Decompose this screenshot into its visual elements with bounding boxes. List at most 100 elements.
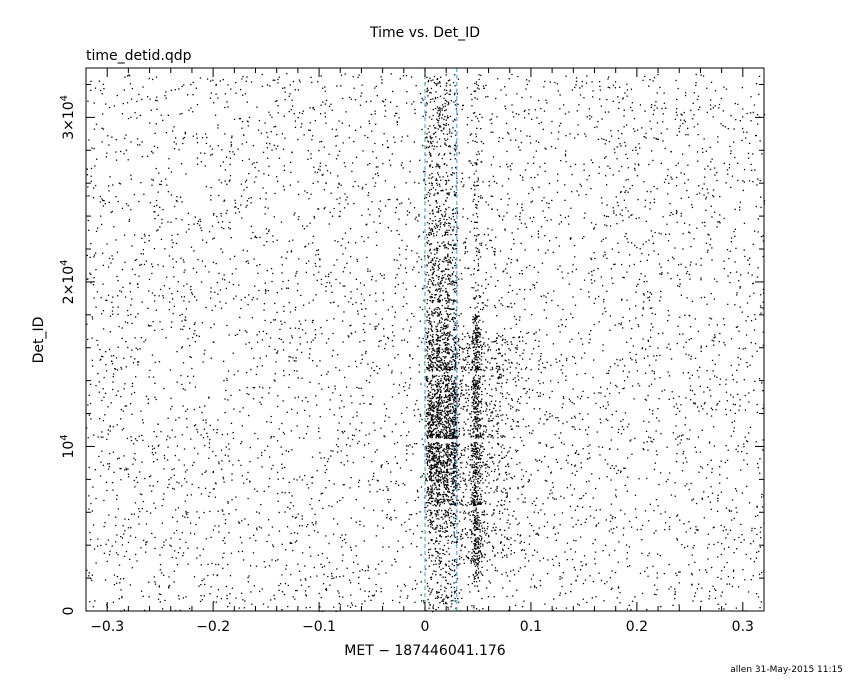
data-point: [461, 108, 463, 111]
data-point: [131, 245, 133, 247]
data-point: [186, 513, 188, 516]
data-point: [718, 354, 720, 356]
data-point: [504, 268, 507, 270]
data-point: [102, 199, 104, 202]
data-point: [555, 417, 557, 419]
data-point: [343, 464, 345, 466]
data-point: [154, 132, 156, 134]
data-point: [247, 304, 249, 306]
data-point: [653, 185, 655, 188]
data-point: [475, 508, 477, 511]
data-point: [718, 400, 721, 403]
data-point: [197, 220, 200, 222]
data-point: [381, 275, 383, 277]
data-point: [183, 464, 185, 466]
data-point: [305, 607, 307, 609]
data-point: [360, 387, 362, 389]
data-point: [583, 279, 586, 281]
data-point: [537, 236, 540, 238]
data-point: [555, 358, 557, 360]
data-point: [163, 541, 165, 543]
data-point: [481, 513, 483, 516]
data-point: [729, 145, 731, 148]
data-point: [318, 383, 320, 385]
data-point: [411, 250, 413, 252]
data-point: [748, 392, 750, 394]
data-point: [229, 179, 231, 181]
data-point: [319, 265, 321, 268]
data-point: [102, 356, 104, 358]
data-point: [486, 475, 488, 477]
data-point: [546, 445, 548, 447]
data-point: [398, 484, 400, 486]
data-point: [214, 291, 216, 293]
data-point: [556, 361, 558, 363]
data-point: [415, 216, 417, 218]
data-point: [721, 591, 723, 593]
data-point: [730, 115, 732, 117]
data-point: [608, 530, 611, 532]
data-point: [510, 327, 512, 330]
data-point: [704, 168, 706, 170]
data-point: [406, 597, 408, 599]
data-point: [449, 567, 451, 570]
data-point: [517, 75, 519, 78]
data-point: [394, 316, 396, 318]
data-point: [568, 223, 570, 225]
data-point: [176, 481, 178, 483]
data-point: [212, 261, 214, 263]
data-point: [716, 226, 718, 228]
data-point: [496, 116, 498, 118]
data-point: [333, 518, 335, 520]
data-point: [756, 114, 759, 116]
data-point: [228, 334, 230, 336]
data-point: [624, 513, 626, 515]
data-point: [111, 363, 114, 365]
data-point: [761, 496, 763, 498]
data-point: [623, 428, 625, 431]
data-point: [453, 399, 455, 401]
data-point: [304, 474, 306, 477]
data-point: [100, 461, 102, 463]
data-point: [504, 508, 506, 510]
data-point: [162, 265, 164, 267]
data-point: [463, 562, 465, 564]
data-point: [232, 431, 234, 434]
data-point: [242, 249, 244, 251]
data-point: [634, 244, 636, 247]
data-point: [418, 213, 420, 216]
data-point: [700, 297, 703, 299]
data-point: [352, 185, 354, 188]
data-point: [337, 429, 339, 431]
data-point: [393, 509, 396, 512]
data-point: [506, 263, 508, 265]
data-point: [189, 327, 191, 330]
data-point: [387, 309, 389, 311]
data-point: [707, 233, 709, 235]
data-point: [316, 470, 318, 472]
data-point: [513, 243, 515, 245]
data-point: [395, 480, 397, 482]
data-point: [735, 448, 737, 450]
data-point: [537, 512, 539, 514]
data-point: [256, 341, 259, 343]
data-point: [304, 590, 307, 592]
data-point: [722, 110, 724, 112]
data-point: [351, 333, 353, 335]
data-point: [282, 280, 284, 283]
data-point: [318, 271, 320, 273]
data-point: [88, 195, 90, 197]
data-point: [358, 387, 360, 389]
data-point: [310, 193, 312, 195]
data-point: [120, 536, 122, 538]
data-point: [574, 464, 577, 466]
data-point: [274, 373, 276, 375]
data-point: [593, 269, 595, 272]
data-point: [348, 301, 350, 303]
data-point: [396, 124, 399, 126]
data-point: [739, 358, 742, 360]
data-point: [163, 285, 165, 287]
data-point: [153, 211, 155, 213]
data-point: [195, 133, 198, 135]
data-point: [372, 475, 375, 477]
